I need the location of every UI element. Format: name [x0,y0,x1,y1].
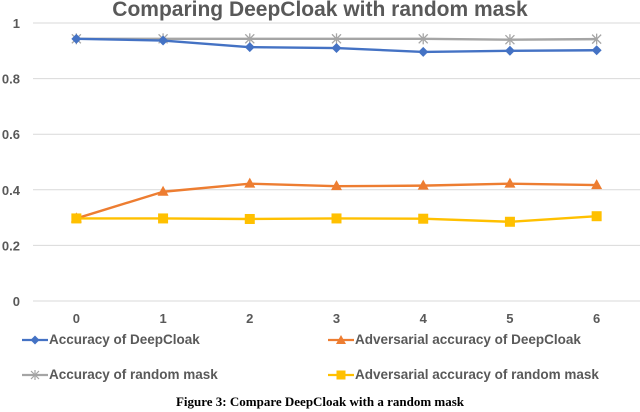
data-point [417,179,429,190]
y-tick-label: 0.4 [2,183,21,198]
data-point [504,216,515,227]
x-tick-label: 2 [246,311,253,326]
x-tick-label: 4 [420,311,428,326]
data-point [157,185,169,196]
legend-label: Adversarial accuracy of DeepCloak [355,332,581,347]
x-tick-label: 1 [159,311,166,326]
data-point [244,213,255,224]
plot-area: 0 0.2 0.4 0.6 0.8 1 0 1 2 3 4 5 6 [2,16,640,326]
data-point [244,42,255,53]
data-point [418,213,429,224]
gridlines [33,22,640,302]
y-tick-label: 0.6 [2,127,20,142]
data-point [504,34,515,46]
x-axis-ticks: 0 1 2 3 4 5 6 [73,311,601,326]
legend-label: Accuracy of DeepCloak [49,332,200,347]
square-marker-icon [328,370,354,379]
data-point [418,33,429,45]
data-point [331,33,342,45]
x-tick-label: 6 [593,311,600,326]
legend-item-adversarial-random-mask: Adversarial accuracy of random mask [328,367,599,382]
triangle-marker-icon [328,334,354,344]
legend-item-accuracy-deepcloak: Accuracy of DeepCloak [22,332,200,347]
series-0 [71,33,602,57]
data-point [591,45,602,56]
data-point [71,33,82,44]
data-point [158,213,169,224]
data-point [591,179,603,190]
figure-caption: Figure 3: Compare DeepCloak with a rando… [175,394,465,409]
y-tick-label: 0.8 [2,72,20,87]
data-point [158,35,169,46]
y-tick-label: 0.2 [2,238,20,253]
x-tick-label: 3 [333,311,340,326]
data-point [504,45,515,56]
data-point [418,46,429,57]
chart-title: Comparing DeepCloak with random mask [112,0,528,21]
legend-label: Accuracy of random mask [49,367,218,382]
series-1 [70,177,603,223]
data-point [331,43,342,54]
y-tick-label: 0 [13,294,20,309]
legend-item-adversarial-deepcloak: Adversarial accuracy of DeepCloak [328,332,581,347]
series-3 [71,211,602,227]
data-point [71,213,82,224]
series-lines [70,33,603,227]
diamond-marker-icon [22,335,48,344]
data-point [244,177,256,188]
x-tick-label: 0 [73,311,80,326]
data-point [591,33,602,45]
y-axis-ticks: 0 0.2 0.4 0.6 0.8 1 [2,16,21,309]
legend-item-accuracy-random-mask: Accuracy of random mask [22,367,218,382]
star-marker-icon [22,369,48,380]
legend-label: Adversarial accuracy of random mask [355,367,599,382]
data-point [331,213,342,224]
data-point [331,180,342,191]
data-point [504,177,516,188]
x-tick-label: 5 [506,311,513,326]
legend: Accuracy of DeepCloak Adversarial accura… [0,330,640,382]
data-point [591,211,602,222]
y-tick-label: 1 [13,16,20,31]
